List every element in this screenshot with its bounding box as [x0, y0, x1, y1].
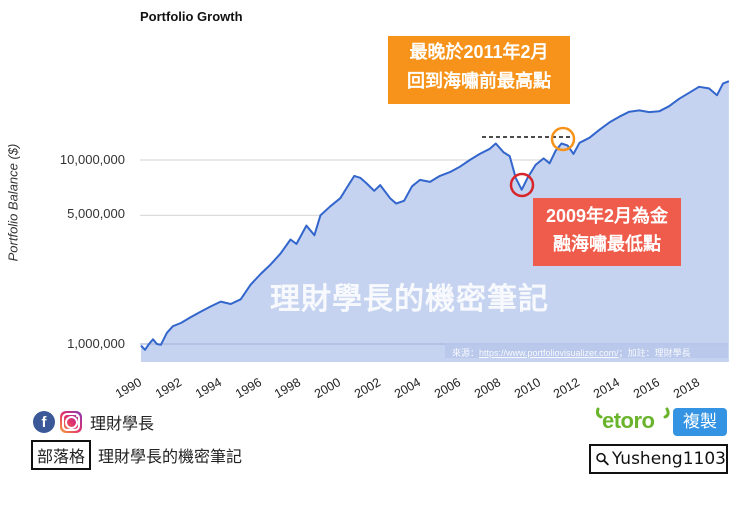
- bottom-annotation-line2: 融海嘯最低點: [553, 234, 661, 254]
- search-box[interactable]: Yusheng1103: [589, 444, 728, 474]
- watermark-text: 理財學長的機密筆記: [270, 283, 549, 316]
- search-icon: [596, 452, 609, 466]
- y-tick-label: 10,000,000: [59, 152, 125, 167]
- y-tick-label: 1,000,000: [67, 336, 125, 351]
- recovery-annotation-line2: 回到海嘯前最高點: [407, 71, 551, 91]
- instagram-icon[interactable]: [60, 411, 82, 433]
- etoro-logo-icon: etoro: [595, 407, 670, 433]
- blog-name: 理財學長的機密筆記: [98, 449, 243, 466]
- y-tick-label: 5,000,000: [67, 206, 125, 221]
- recovery-annotation-box: 最晚於2011年2月 回到海嘯前最高點: [388, 36, 570, 104]
- social-account-name: 理財學長: [90, 416, 155, 433]
- source-prefix: 來源：: [452, 348, 480, 358]
- source-suffix: ；加註：理財學長: [618, 348, 691, 358]
- blog-tag: 部落格: [31, 440, 92, 470]
- source-note: 來源：https://www.portfoliovisualizer.com/；…: [452, 346, 691, 359]
- search-text: Yusheng1103: [611, 449, 726, 469]
- area-fill: [141, 81, 729, 362]
- copy-button[interactable]: 複製: [673, 408, 727, 436]
- blog-row: 部落格 理財學長的機密筆記: [31, 440, 242, 470]
- recovery-marker-circle: [550, 126, 576, 152]
- source-bar: [445, 343, 728, 358]
- svg-text:etoro: etoro: [602, 408, 655, 433]
- etoro-logo: etoro: [595, 405, 671, 440]
- source-link[interactable]: https://www.portfoliovisualizer.com/: [479, 348, 619, 358]
- chart-title: Portfolio Growth: [140, 9, 243, 24]
- bottom-marker-circle: [509, 172, 535, 198]
- portfolio-line: [140, 80, 730, 351]
- facebook-icon[interactable]: f: [33, 411, 55, 433]
- social-row: f 理財學長: [33, 410, 154, 434]
- bottom-annotation-box: 2009年2月為金 融海嘯最低點: [533, 198, 681, 266]
- bottom-annotation-line1: 2009年2月為金: [545, 206, 669, 226]
- recovery-annotation-line1: 最晚於2011年2月: [409, 42, 549, 62]
